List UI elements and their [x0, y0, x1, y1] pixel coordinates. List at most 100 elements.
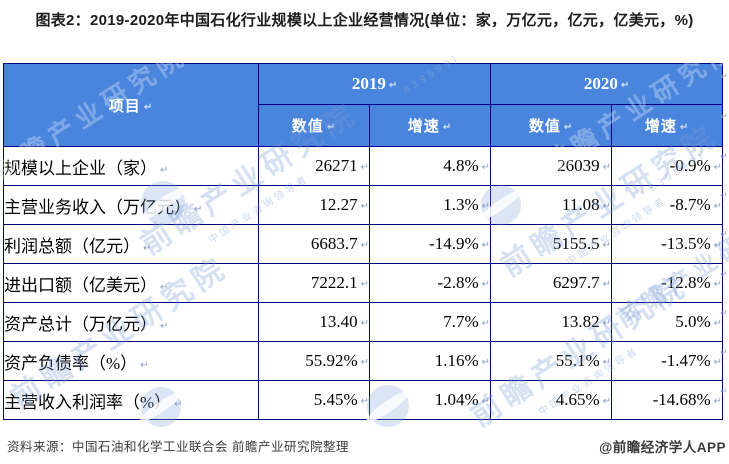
- row-end-mark: ↵: [720, 387, 728, 397]
- growth-2019: 1.04% ↵: [368, 380, 492, 420]
- pilcrow-mark: ↵: [602, 396, 612, 407]
- pilcrow-mark: ↵: [194, 203, 203, 215]
- cell-value: 55.92%: [305, 351, 358, 370]
- pilcrow-mark: ↵: [160, 164, 169, 176]
- cell-value: -0.9%: [669, 156, 711, 175]
- pilcrow-mark: ↵: [602, 240, 612, 251]
- row-label-text: 主营业务收入（万亿元）: [4, 197, 192, 217]
- figure-title: 图表2：2019-2020年中国石化行业规模以上企业经营情况(单位：家，万亿元，…: [35, 12, 694, 29]
- header-cell-2019: 2019 ↵: [257, 63, 492, 105]
- pilcrow-mark: ↵: [481, 201, 491, 212]
- growth-2020: -0.9% ↵: [611, 146, 724, 186]
- growth-2019: 1.3% ↵: [368, 185, 492, 225]
- header-cell-2019-growth: 增速 ↵: [368, 104, 492, 147]
- table-row: 资产总计（万亿元） ↵ 13.40 ↵ 7.7% ↵ 13.82 ↵ 5.0% ↵: [3, 302, 724, 342]
- growth-2020: -12.8% ↵: [611, 263, 724, 303]
- pilcrow-mark: ↵: [713, 240, 723, 251]
- subcol-label: 数值: [291, 118, 324, 135]
- item-col-label: 项目: [108, 97, 141, 115]
- cell-value: 6297.7: [552, 273, 600, 292]
- pilcrow-mark: ↵: [160, 281, 169, 293]
- cell-value: -12.8%: [661, 273, 711, 292]
- value-2019: 26271 ↵: [258, 146, 370, 186]
- row-end-mark: ↵: [720, 191, 728, 201]
- growth-2020: 5.0% ↵: [611, 302, 724, 342]
- pilcrow-mark: ↵: [326, 122, 337, 133]
- header-row-years: 项目 ↵ 2019 ↵ 2020 ↵: [3, 63, 724, 147]
- row-label-text: 主营收入利润率（%）: [4, 392, 172, 412]
- pilcrow-mark: ↵: [360, 201, 369, 212]
- pilcrow-mark: ↵: [360, 240, 369, 251]
- pilcrow-mark: ↵: [481, 396, 491, 407]
- cell-value: 11.08: [562, 195, 600, 214]
- row-label-text: 规模以上企业（家）: [4, 158, 158, 178]
- pilcrow-mark: ↵: [713, 396, 723, 407]
- value-2019: 13.40 ↵: [258, 302, 370, 342]
- subcol-label: 增速: [407, 118, 440, 135]
- cell-value: -14.9%: [429, 234, 479, 253]
- pilcrow-mark: ↵: [174, 398, 183, 410]
- cell-value: -14.68%: [652, 390, 711, 409]
- value-2019: 12.27 ↵: [258, 185, 370, 225]
- row-label: 主营收入利润率（%） ↵: [3, 380, 259, 420]
- value-2019: 55.92% ↵: [258, 341, 370, 381]
- growth-2020: -1.47% ↵: [611, 341, 724, 381]
- pilcrow-mark: ↵: [602, 357, 612, 368]
- pilcrow-mark: ↵: [160, 320, 169, 332]
- value-2020: 4.65% ↵: [490, 380, 613, 420]
- cell-value: 1.04%: [434, 390, 479, 409]
- row-label-text: 资产总计（万亿元）: [4, 314, 158, 334]
- pilcrow-mark: ↵: [713, 318, 723, 329]
- header-row-subcolumns: 数值 ↵ 增速 ↵ 数值 ↵ 增速 ↵: [4, 104, 724, 147]
- pilcrow-mark: ↵: [602, 162, 612, 173]
- row-label-text: 利润总额（亿元）: [4, 236, 141, 256]
- row-end-mark: ↵: [720, 72, 728, 82]
- pilcrow-mark: ↵: [602, 279, 612, 290]
- table-row: 规模以上企业（家） ↵ 26271 ↵ 4.8% ↵ 26039 ↵ -0.9% ↵: [3, 146, 724, 186]
- value-2019: 5.45% ↵: [258, 380, 370, 420]
- pilcrow-mark: ↵: [602, 201, 612, 212]
- cell-value: 5.0%: [675, 312, 711, 331]
- header-cell-2020-value: 数值 ↵: [490, 104, 613, 147]
- credit-badge: @前瞻经济学人APP: [599, 440, 726, 455]
- cell-value: -1.47%: [661, 351, 711, 370]
- table-row: 资产负债率（%） ↵ 55.92% ↵ 1.16% ↵ 55.1% ↵ -1.47% ↵: [3, 341, 724, 381]
- value-2020: 11.08 ↵: [490, 185, 613, 225]
- row-end-mark: ↵: [720, 348, 728, 358]
- pilcrow-mark: ↵: [713, 162, 723, 173]
- cell-value: 4.8%: [443, 156, 479, 175]
- cell-value: 4.65%: [555, 390, 600, 409]
- row-end-mark: ↵: [720, 270, 728, 280]
- growth-2019: 7.7% ↵: [368, 302, 492, 342]
- row-label: 主营业务收入（万亿元） ↵: [3, 185, 259, 225]
- source-note: 资料来源：中国石油和化学工业联合会 前瞻产业研究院整理: [7, 440, 349, 454]
- pilcrow-mark: ↵: [360, 162, 369, 173]
- row-label-text: 进出口额（亿美元）: [4, 275, 158, 295]
- growth-2019: -14.9% ↵: [368, 224, 492, 264]
- pilcrow-mark: ↵: [360, 357, 369, 368]
- growth-2020: -13.5% ↵: [611, 224, 724, 264]
- pilcrow-mark: ↵: [143, 101, 154, 113]
- header-cell-2020: 2020 ↵: [490, 63, 724, 105]
- pilcrow-mark: ↵: [360, 279, 369, 290]
- pilcrow-mark: ↵: [360, 318, 369, 329]
- row-label: 资产总计（万亿元） ↵: [3, 302, 259, 342]
- cell-value: 26039: [557, 156, 600, 175]
- row-label: 利润总额（亿元） ↵: [3, 224, 259, 264]
- row-label: 资产负债率（%） ↵: [3, 341, 259, 381]
- cell-value: -13.5%: [661, 234, 711, 253]
- table-row: 主营业务收入（万亿元） ↵ 12.27 ↵ 1.3% ↵ 11.08 ↵ -8.7% ↵: [3, 185, 724, 225]
- cell-value: 7222.1: [310, 273, 358, 292]
- value-2019: 7222.1 ↵: [258, 263, 370, 303]
- row-label-text: 资产负债率（%）: [4, 353, 138, 373]
- growth-2020: -14.68% ↵: [611, 380, 724, 420]
- growth-2019: 1.16% ↵: [368, 341, 492, 381]
- cell-value: -8.7%: [669, 195, 711, 214]
- value-2020: 6297.7 ↵: [490, 263, 613, 303]
- header-cell-2019-value: 数值 ↵: [258, 104, 370, 147]
- cell-value: 1.16%: [434, 351, 479, 370]
- table-row: 主营收入利润率（%） ↵ 5.45% ↵ 1.04% ↵ 4.65% ↵ -14.68%…: [3, 380, 724, 420]
- pilcrow-mark: ↵: [713, 357, 723, 368]
- growth-2019: 4.8% ↵: [368, 146, 492, 186]
- value-2019: 6683.7 ↵: [258, 224, 370, 264]
